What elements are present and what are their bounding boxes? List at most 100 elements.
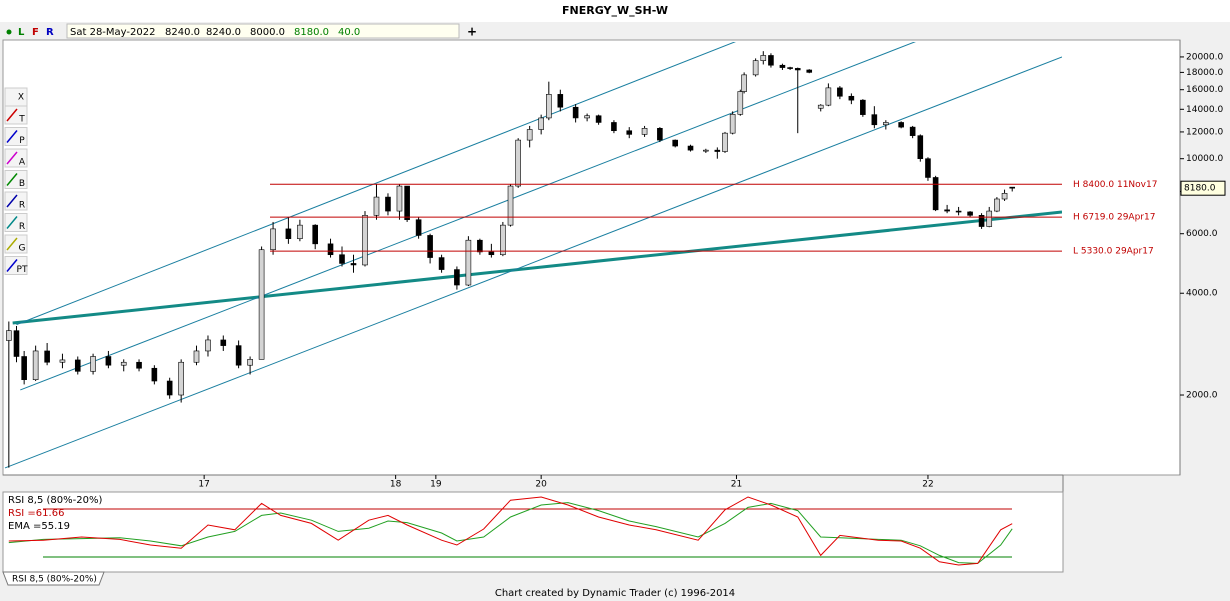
tool-label[interactable]: R: [19, 222, 25, 232]
flag-l[interactable]: L: [18, 27, 25, 38]
tool-label[interactable]: PT: [17, 265, 28, 275]
candle-body: [572, 106, 579, 119]
candle-body: [837, 87, 843, 97]
quote-change: 40.0: [338, 27, 360, 38]
y-tick-label: 14000.0: [1186, 105, 1223, 115]
candle-body: [515, 139, 521, 187]
candle-body: [546, 94, 552, 119]
candle-body: [385, 196, 391, 212]
quote-open: 8240.0: [165, 27, 200, 38]
candle-body: [848, 95, 855, 101]
candle-body: [507, 185, 514, 226]
title-bar: [0, 0, 1230, 22]
candle-body: [760, 55, 767, 61]
y-tick-label: 18000.0: [1186, 68, 1223, 78]
ema-line: [8, 502, 1013, 564]
candle-body: [44, 350, 50, 363]
tool-label[interactable]: T: [18, 115, 25, 125]
candle-body: [454, 269, 460, 286]
candle-body: [166, 380, 173, 396]
candle-body: [806, 69, 813, 73]
level-label: L 5330.0 29Apr17: [1073, 247, 1154, 257]
candle-body: [350, 263, 357, 266]
x-tick-label: 22: [922, 480, 933, 490]
y-tick-label: 2000.0: [1186, 391, 1218, 401]
tool-button: [4, 148, 28, 168]
candle-body: [105, 356, 112, 366]
candle-body: [871, 114, 878, 126]
toolbar: X T P A B R R G PT: [4, 87, 28, 275]
candle-body: [427, 235, 433, 258]
trendline: [16, 42, 736, 326]
tool-label[interactable]: A: [19, 158, 26, 168]
tool-glyph: [6, 151, 18, 165]
tool-label[interactable]: R: [19, 201, 25, 211]
tool-glyph: [6, 130, 18, 143]
tool-glyph: [6, 194, 18, 208]
tool-button: [4, 127, 28, 146]
candle-body: [13, 330, 20, 357]
ema-readout: EMA =55.19: [8, 521, 70, 532]
x-tick-label: 20: [535, 480, 547, 490]
candle-body: [703, 149, 709, 152]
x-tick-label: 18: [390, 480, 402, 490]
candle-body: [74, 359, 81, 372]
candle-body: [465, 239, 472, 286]
candle-body: [339, 254, 345, 264]
tool-label[interactable]: G: [19, 244, 26, 254]
candle-body: [794, 68, 801, 71]
candle-body: [59, 359, 66, 363]
candle-body: [925, 158, 931, 178]
candle-body: [944, 209, 950, 212]
candle-body: [909, 126, 916, 136]
flag-f[interactable]: F: [32, 27, 39, 38]
quote-low: 8000.0: [250, 27, 285, 38]
x-tick-label: 21: [731, 480, 742, 490]
tool-glyph: [6, 259, 18, 272]
candle-body: [768, 55, 774, 66]
candle-body: [404, 185, 410, 221]
candle-body: [672, 139, 678, 147]
plot-area: [4, 42, 1062, 469]
candle-body: [488, 251, 495, 256]
tool-button: [4, 256, 28, 275]
y-tick-label: 20000.0: [1186, 52, 1223, 62]
candle-body: [825, 87, 832, 106]
candle-body: [220, 339, 227, 346]
candle-body: [994, 198, 1000, 212]
trendline: [20, 42, 916, 391]
y-tick-label: 4000.0: [1186, 289, 1218, 299]
candle-body: [626, 130, 633, 135]
last-price-box: [1180, 180, 1226, 196]
candle-body: [205, 339, 211, 352]
candle-body: [1009, 186, 1016, 189]
add-button[interactable]: +: [467, 25, 477, 39]
tool-label[interactable]: B: [19, 179, 25, 189]
candle-body: [611, 122, 617, 132]
candle-body: [258, 249, 265, 360]
candle-body: [285, 228, 292, 239]
x-tick-label: 17: [198, 480, 209, 490]
tool-button: [4, 170, 28, 189]
candle-body: [6, 330, 12, 341]
rsi-title: RSI 8,5 (80%-20%): [8, 495, 102, 506]
candle-body: [120, 361, 127, 366]
tool-label[interactable]: P: [19, 136, 25, 146]
tool-button: [4, 234, 28, 254]
candle-body: [932, 177, 939, 211]
candle-body: [1001, 193, 1008, 200]
level-label: H 8400.0 11Nov17: [1073, 180, 1157, 190]
candle-body: [584, 115, 590, 119]
rsi-tab-label[interactable]: RSI 8,5 (80%-20%): [12, 575, 97, 585]
tool-label[interactable]: X: [18, 93, 24, 103]
last-price-label: 8180.0: [1184, 184, 1216, 194]
candle-body: [860, 99, 866, 115]
rsi-tab[interactable]: [2, 571, 105, 586]
tool-glyph: [6, 237, 18, 251]
candle-body: [193, 350, 200, 363]
y-tick-label: 12000.0: [1186, 127, 1223, 137]
x-tick-label: 19: [430, 480, 442, 490]
flag-r[interactable]: R: [46, 27, 54, 38]
candle-body: [986, 210, 993, 227]
